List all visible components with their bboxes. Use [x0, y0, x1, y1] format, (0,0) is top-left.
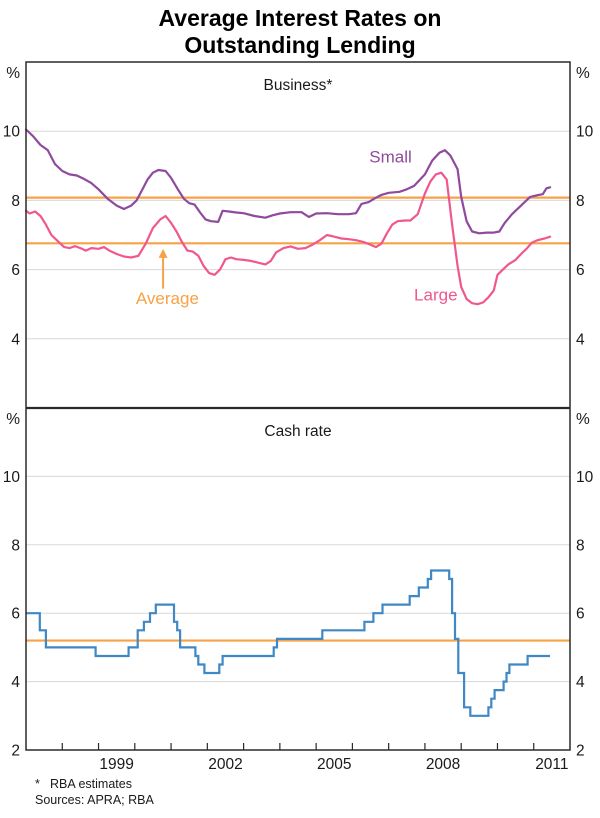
y-tick-label-10-right: 10	[576, 469, 594, 486]
y-axis-unit-right: %	[576, 411, 590, 428]
footnote-rba-estimates: * RBA estimates	[35, 776, 154, 792]
y-tick-label-6-left: 6	[11, 606, 20, 623]
panel-label-cash-rate: Cash rate	[264, 423, 331, 440]
y-tick-label-4-left: 4	[11, 674, 20, 691]
footnote-text: RBA estimates	[50, 777, 132, 791]
series-cash-rate	[26, 569, 551, 717]
x-tick-label-1999: 1999	[99, 756, 133, 773]
y-tick-label-2-left: 2	[11, 743, 20, 760]
y-tick-label-4-left: 4	[11, 331, 20, 348]
y-axis-unit-left: %	[6, 411, 20, 428]
y-tick-label-8-right: 8	[576, 537, 585, 554]
annotation-average: Average	[136, 289, 199, 308]
series-large	[24, 171, 552, 306]
y-tick-label-8-left: 8	[11, 537, 20, 554]
chart-title-line1: Average Interest Rates on	[158, 5, 442, 31]
footnote-marker: *	[35, 777, 40, 791]
y-tick-label-10-right: 10	[576, 124, 594, 141]
y-tick-label-6-right: 6	[576, 606, 585, 623]
annotation-small: Small	[369, 147, 412, 166]
y-tick-label-8-right: 8	[576, 193, 585, 210]
y-tick-label-2-right: 2	[576, 743, 585, 760]
footnotes: * RBA estimates Sources: APRA; RBA	[35, 776, 154, 808]
annotation-large: Large	[414, 286, 457, 305]
y-tick-label-10-left: 10	[3, 124, 21, 141]
series-small	[24, 128, 552, 235]
average-arrowhead	[158, 248, 168, 258]
chart-title: Average Interest Rates on Outstanding Le…	[0, 5, 600, 59]
panel-label-business-: Business*	[264, 77, 333, 94]
y-tick-label-10-left: 10	[3, 469, 21, 486]
chart-title-line2: Outstanding Lending	[184, 32, 416, 58]
x-tick-label-2008: 2008	[426, 756, 460, 773]
y-axis-unit-right: %	[576, 65, 590, 82]
x-tick-label-2002: 2002	[208, 756, 242, 773]
x-tick-label-2005: 2005	[317, 756, 351, 773]
x-tick-label-2011: 2011	[535, 756, 568, 773]
y-tick-label-4-right: 4	[576, 674, 585, 691]
y-tick-label-4-right: 4	[576, 331, 585, 348]
y-tick-label-6-left: 6	[11, 262, 20, 279]
footnote-sources: Sources: APRA; RBA	[35, 793, 154, 807]
y-axis-unit-left: %	[6, 65, 20, 82]
y-tick-label-8-left: 8	[11, 193, 20, 210]
chart-frame	[25, 61, 571, 751]
y-tick-label-6-right: 6	[576, 262, 585, 279]
